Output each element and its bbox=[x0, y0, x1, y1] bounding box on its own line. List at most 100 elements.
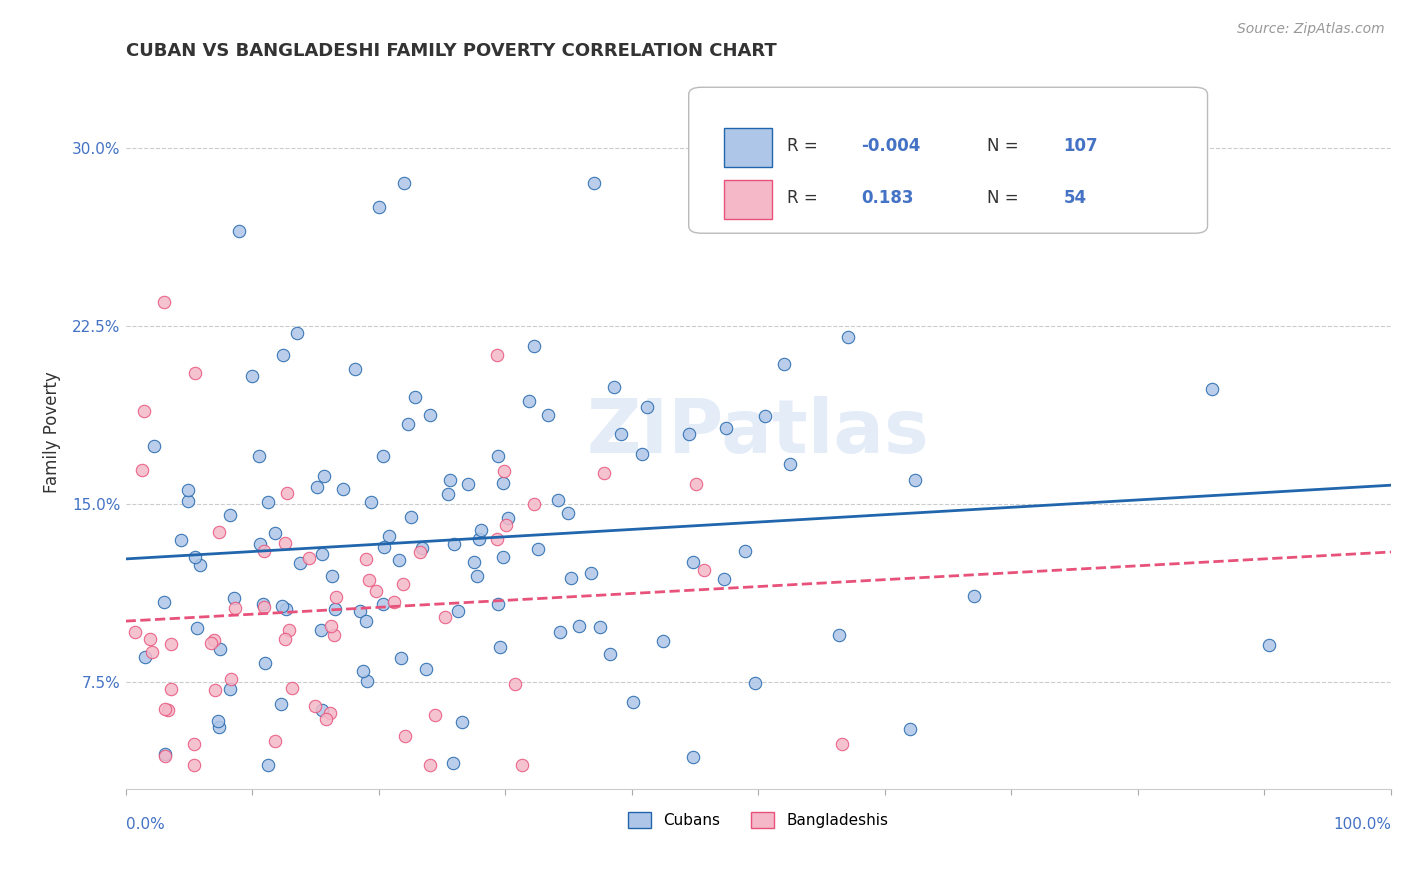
Point bbox=[257, 757, 280, 772]
Point bbox=[285, 326, 308, 340]
Point bbox=[323, 601, 346, 615]
Point bbox=[409, 545, 432, 559]
Point bbox=[307, 480, 329, 494]
Point bbox=[505, 677, 527, 691]
Point bbox=[263, 734, 285, 748]
Point bbox=[522, 497, 544, 511]
Point bbox=[219, 672, 242, 686]
Point bbox=[560, 571, 582, 585]
Point bbox=[693, 563, 716, 577]
Point bbox=[485, 532, 508, 546]
Point bbox=[177, 483, 200, 497]
Point bbox=[451, 714, 474, 729]
Point bbox=[396, 417, 419, 431]
Point bbox=[603, 380, 626, 394]
Point bbox=[447, 604, 470, 618]
Point bbox=[207, 714, 229, 728]
Point bbox=[904, 473, 927, 487]
Legend: Cubans, Bangladeshis: Cubans, Bangladeshis bbox=[623, 806, 894, 834]
Point bbox=[651, 633, 673, 648]
Point bbox=[219, 681, 242, 696]
Point bbox=[153, 595, 176, 609]
Point bbox=[434, 610, 457, 624]
Point bbox=[321, 569, 343, 583]
Point bbox=[153, 749, 176, 764]
Point bbox=[581, 566, 603, 581]
Point bbox=[636, 400, 658, 414]
Point bbox=[323, 627, 346, 641]
Point bbox=[290, 556, 312, 570]
Point bbox=[240, 369, 263, 384]
Point bbox=[828, 628, 851, 642]
Point bbox=[208, 642, 231, 657]
Point bbox=[1258, 638, 1281, 652]
Point bbox=[218, 508, 240, 522]
Point bbox=[200, 636, 222, 650]
Text: 100.0%: 100.0% bbox=[1333, 817, 1391, 832]
Point bbox=[517, 394, 540, 409]
Point bbox=[631, 447, 654, 461]
Point bbox=[160, 681, 183, 696]
Point bbox=[352, 664, 374, 678]
Point bbox=[321, 619, 343, 633]
Point bbox=[183, 757, 205, 772]
Point bbox=[253, 657, 276, 671]
Point bbox=[1201, 382, 1223, 396]
Text: 54: 54 bbox=[1063, 189, 1087, 207]
Point bbox=[492, 549, 515, 564]
Point bbox=[139, 632, 162, 647]
Point bbox=[271, 348, 294, 362]
Point bbox=[621, 695, 644, 709]
Point bbox=[457, 477, 479, 491]
Point bbox=[360, 494, 382, 508]
Point bbox=[204, 683, 226, 698]
Point bbox=[311, 548, 333, 562]
Point bbox=[685, 477, 707, 491]
Point bbox=[489, 640, 512, 655]
Point bbox=[425, 707, 447, 722]
Point bbox=[160, 637, 183, 651]
Point bbox=[831, 737, 853, 751]
Point bbox=[557, 506, 579, 520]
Point bbox=[548, 624, 571, 639]
Point bbox=[589, 620, 612, 634]
Text: Source: ZipAtlas.com: Source: ZipAtlas.com bbox=[1237, 22, 1385, 37]
Point bbox=[224, 591, 246, 605]
Point bbox=[271, 599, 294, 614]
Text: CUBAN VS BANGLADESHI FAMILY POVERTY CORRELATION CHART: CUBAN VS BANGLADESHI FAMILY POVERTY CORR… bbox=[125, 42, 776, 60]
Text: N =: N = bbox=[987, 137, 1024, 155]
Point bbox=[186, 621, 208, 635]
Point bbox=[510, 757, 533, 772]
Point bbox=[492, 475, 515, 490]
Point bbox=[744, 675, 766, 690]
Point bbox=[963, 589, 986, 603]
Point bbox=[354, 614, 377, 628]
Point bbox=[394, 729, 416, 743]
Point bbox=[366, 584, 388, 599]
Point bbox=[378, 529, 401, 543]
Point bbox=[465, 569, 488, 583]
Point bbox=[273, 632, 295, 647]
Text: ZIPatlas: ZIPatlas bbox=[586, 396, 929, 469]
Point bbox=[152, 295, 174, 310]
Point bbox=[371, 450, 394, 464]
Point bbox=[441, 756, 464, 770]
Point bbox=[343, 361, 366, 376]
Point bbox=[332, 482, 354, 496]
Point bbox=[141, 645, 163, 659]
Point bbox=[257, 495, 280, 509]
Point bbox=[419, 757, 441, 772]
Point bbox=[274, 536, 297, 550]
Point bbox=[527, 541, 550, 556]
Point bbox=[392, 177, 415, 191]
Point bbox=[155, 747, 177, 762]
Point bbox=[134, 649, 156, 664]
Point bbox=[280, 681, 302, 695]
Point bbox=[208, 524, 231, 539]
Bar bbox=[724, 128, 772, 168]
Point bbox=[486, 449, 509, 463]
Text: 0.0%: 0.0% bbox=[125, 817, 165, 832]
Point bbox=[754, 409, 776, 424]
Point bbox=[734, 543, 756, 558]
Point bbox=[270, 697, 292, 711]
